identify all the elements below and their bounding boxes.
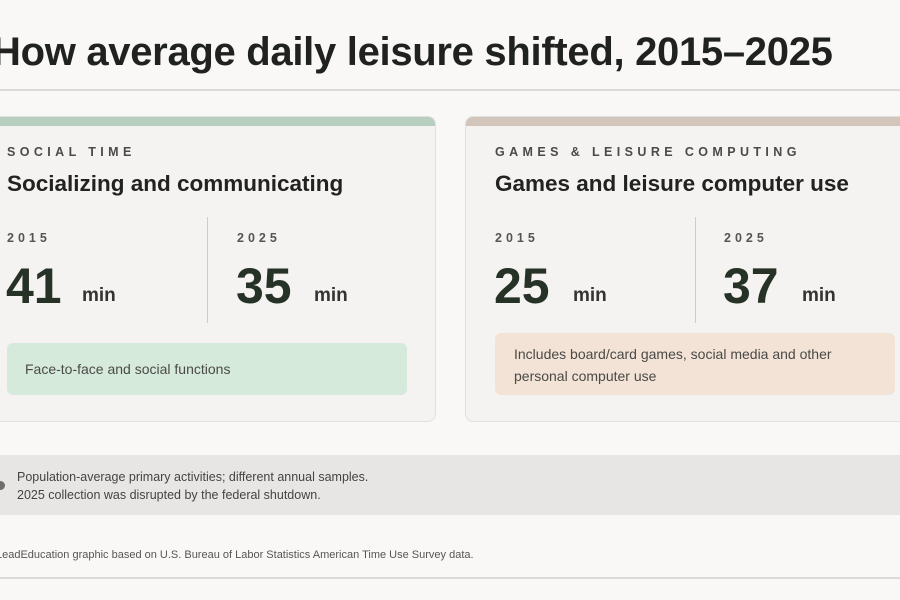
card-title: Games and leisure computer use (495, 171, 849, 196)
year-divider (207, 217, 208, 323)
value-2015: 25 (494, 258, 550, 314)
social-time-card: SOCIAL TIME Socializing and communicatin… (0, 116, 436, 422)
source-credit: LeadEducation graphic based on U.S. Bure… (0, 549, 474, 561)
games-computing-card: GAMES & LEISURE COMPUTING Games and leis… (465, 116, 900, 422)
card-accent-bar (0, 117, 435, 126)
footnote-line-1: Population-average primary activities; d… (17, 470, 369, 484)
card-title: Socializing and communicating (7, 171, 344, 196)
year-label-2025: 2025 (724, 231, 768, 245)
bullet-dot-icon (0, 481, 5, 490)
unit-2025: min (314, 285, 348, 306)
bottom-divider (0, 577, 900, 579)
footnote-line-2: 2025 collection was disrupted by the fed… (17, 488, 321, 502)
value-2015: 41 (6, 258, 62, 314)
page-title: How average daily leisure shifted, 2015–… (0, 30, 833, 74)
card-eyebrow: GAMES & LEISURE COMPUTING (495, 145, 801, 159)
unit-2015: min (573, 285, 607, 306)
year-divider (695, 217, 696, 323)
card-note: Includes board/card games, social media … (495, 333, 895, 395)
year-label-2015: 2015 (7, 231, 51, 245)
year-label-2015: 2015 (495, 231, 539, 245)
card-accent-bar (466, 117, 900, 126)
value-2025: 37 (723, 258, 779, 314)
footnote-text: Population-average primary activities; d… (17, 468, 368, 504)
title-divider (0, 89, 900, 91)
footnote-band: Population-average primary activities; d… (0, 455, 900, 515)
year-label-2025: 2025 (237, 231, 281, 245)
unit-2015: min (82, 285, 116, 306)
unit-2025: min (802, 285, 836, 306)
card-eyebrow: SOCIAL TIME (7, 145, 136, 159)
card-note: Face-to-face and social functions (7, 343, 407, 395)
value-2025: 35 (236, 258, 292, 314)
